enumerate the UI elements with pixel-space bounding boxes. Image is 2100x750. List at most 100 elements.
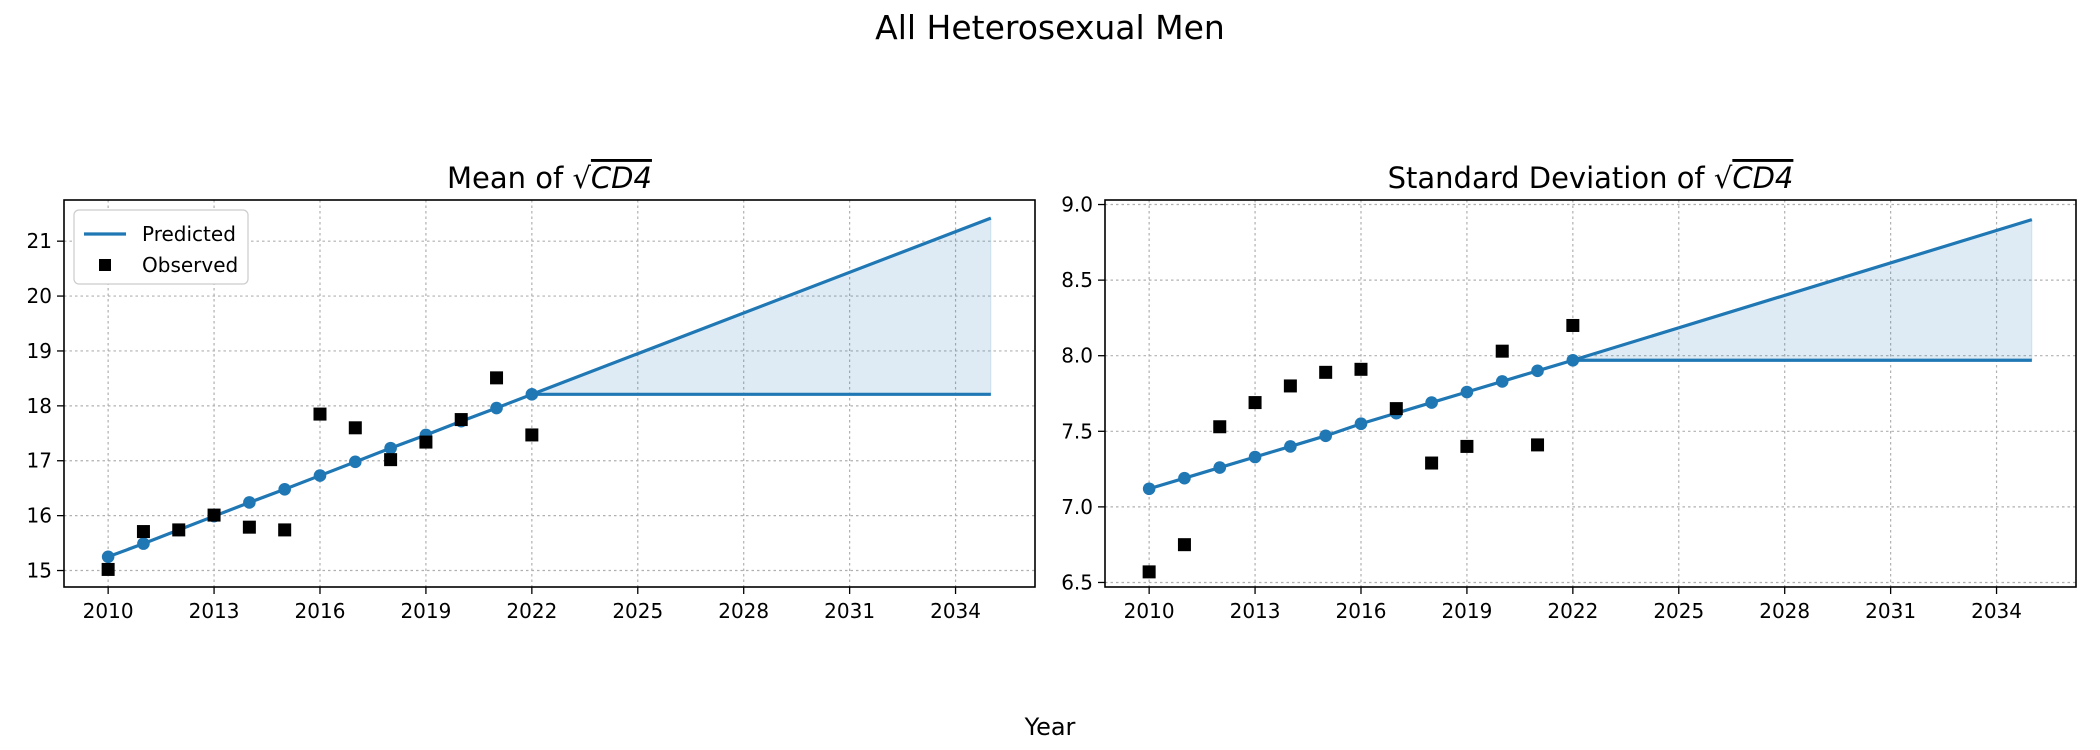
legend-label-predicted: Predicted [142,222,236,246]
plot-frame [63,199,1036,588]
sqrt-symbol: √ [572,161,591,195]
predicted-point [1213,461,1227,474]
x-tick-label: 2031 [824,599,875,623]
predicted-point [1142,482,1156,496]
y-tick-label: 7.5 [1061,419,1093,443]
legend: Predicted Observed [73,209,249,285]
y-tick-label: 8.5 [1061,268,1093,292]
y-tick-label: 9.0 [1061,193,1093,217]
x-tick-label: 2016 [1336,599,1387,623]
sd-panel: 2010 2013 2016 2019 2022 2025 2028 2031 2034 6.5 7… [1061,161,2077,623]
panel-title: Mean of √CD4 [447,161,652,195]
predicted-point [1354,417,1368,431]
observed-point [348,421,362,435]
predicted-point [278,482,291,496]
predicted-point [384,441,397,455]
y-tick-label: 6.5 [1061,570,1093,594]
mean-panel: 2010 2013 2016 2019 2022 2025 2028 2031 20341516… [27,161,1036,623]
observed-point [207,508,221,522]
observed-point [1213,420,1227,434]
observed-point [1495,344,1509,358]
predicted-point [243,496,256,509]
y-tick-label: 7.0 [1061,495,1093,519]
predicted-point [490,401,503,415]
x-tick-label: 2031 [1865,599,1916,623]
observed-point [242,520,256,534]
x-tick-label: 2025 [1653,599,1704,623]
observed-point [1248,396,1262,410]
x-tick-label: 2028 [1759,599,1810,623]
panel-title-math: CD4 [591,161,652,195]
legend-label-observed: Observed [142,253,238,277]
observed-point [136,525,150,539]
predicted-point [1248,450,1262,464]
figure-title: All Heterosexual Men [875,8,1225,47]
observed-point [1177,538,1191,552]
plot-frame [1104,199,2077,588]
predicted-point [1460,385,1474,399]
projection-upper-line [531,216,992,396]
panel-title-text: Mean of [447,161,572,195]
panel-title-math: CD4 [1732,161,1793,195]
x-tick-label: 2013 [189,599,240,623]
x-tick-label: 2010 [1124,599,1175,623]
x-tick-label: 2034 [1971,599,2022,623]
x-tick-label: 2019 [1441,599,1492,623]
y-tick-label: 18 [27,394,52,418]
observed-point [172,523,186,537]
observed-point [1460,439,1474,453]
y-tick-label: 15 [27,559,52,583]
observed-point [384,453,398,467]
x-tick-label: 2019 [400,599,451,623]
panel-title-text: Standard Deviation of [1388,161,1714,195]
predicted-point [313,469,327,482]
y-tick-label: 19 [27,339,52,363]
predicted-point [1284,440,1297,453]
observed-point [278,523,292,537]
observed-point [419,435,433,449]
x-tick-label: 2010 [83,599,134,623]
x-axis-label: Year [1024,713,1076,741]
observed-point [490,371,504,385]
predicted-point [101,550,115,564]
observed-point [313,407,327,421]
y-tick-label: 21 [27,229,52,253]
observed-point [454,413,468,427]
x-tick-label: 2025 [612,599,663,623]
x-tick-label: 2028 [718,599,769,623]
x-tick-label: 2034 [930,599,981,623]
x-tick-label: 2016 [295,599,346,623]
y-tick-label: 20 [27,284,52,308]
observed-point [1142,565,1156,579]
observed-point [1283,379,1297,393]
predicted-point [1495,375,1509,388]
sqrt-symbol: √ [1714,161,1733,195]
observed-point [1566,318,1580,332]
predicted-point [525,388,539,401]
y-tick-label: 16 [27,504,52,528]
observed-point [1425,456,1439,470]
predicted-point [1178,471,1191,485]
predicted-point [349,455,362,469]
y-tick-label: 8.0 [1061,344,1093,368]
predicted-point [1319,429,1332,443]
x-tick-label: 2022 [1547,599,1598,623]
observed-point [1531,438,1545,452]
observed-point [101,562,115,576]
legend-box [73,209,249,285]
x-tick-label: 2022 [506,599,557,623]
legend-square-swatch [99,259,111,271]
observed-point [525,428,539,442]
predicted-point [1531,364,1544,378]
x-tick-label: 2013 [1230,599,1281,623]
y-tick-label: 17 [27,449,52,473]
projection-upper-line [1572,218,2033,362]
observed-point [1389,402,1403,416]
predicted-point [1425,396,1438,409]
panel-title: Standard Deviation of √CD4 [1388,161,1794,195]
observed-point [1354,362,1368,376]
predicted-point [137,537,150,550]
predicted-point [1566,353,1580,367]
observed-point [1319,365,1333,379]
